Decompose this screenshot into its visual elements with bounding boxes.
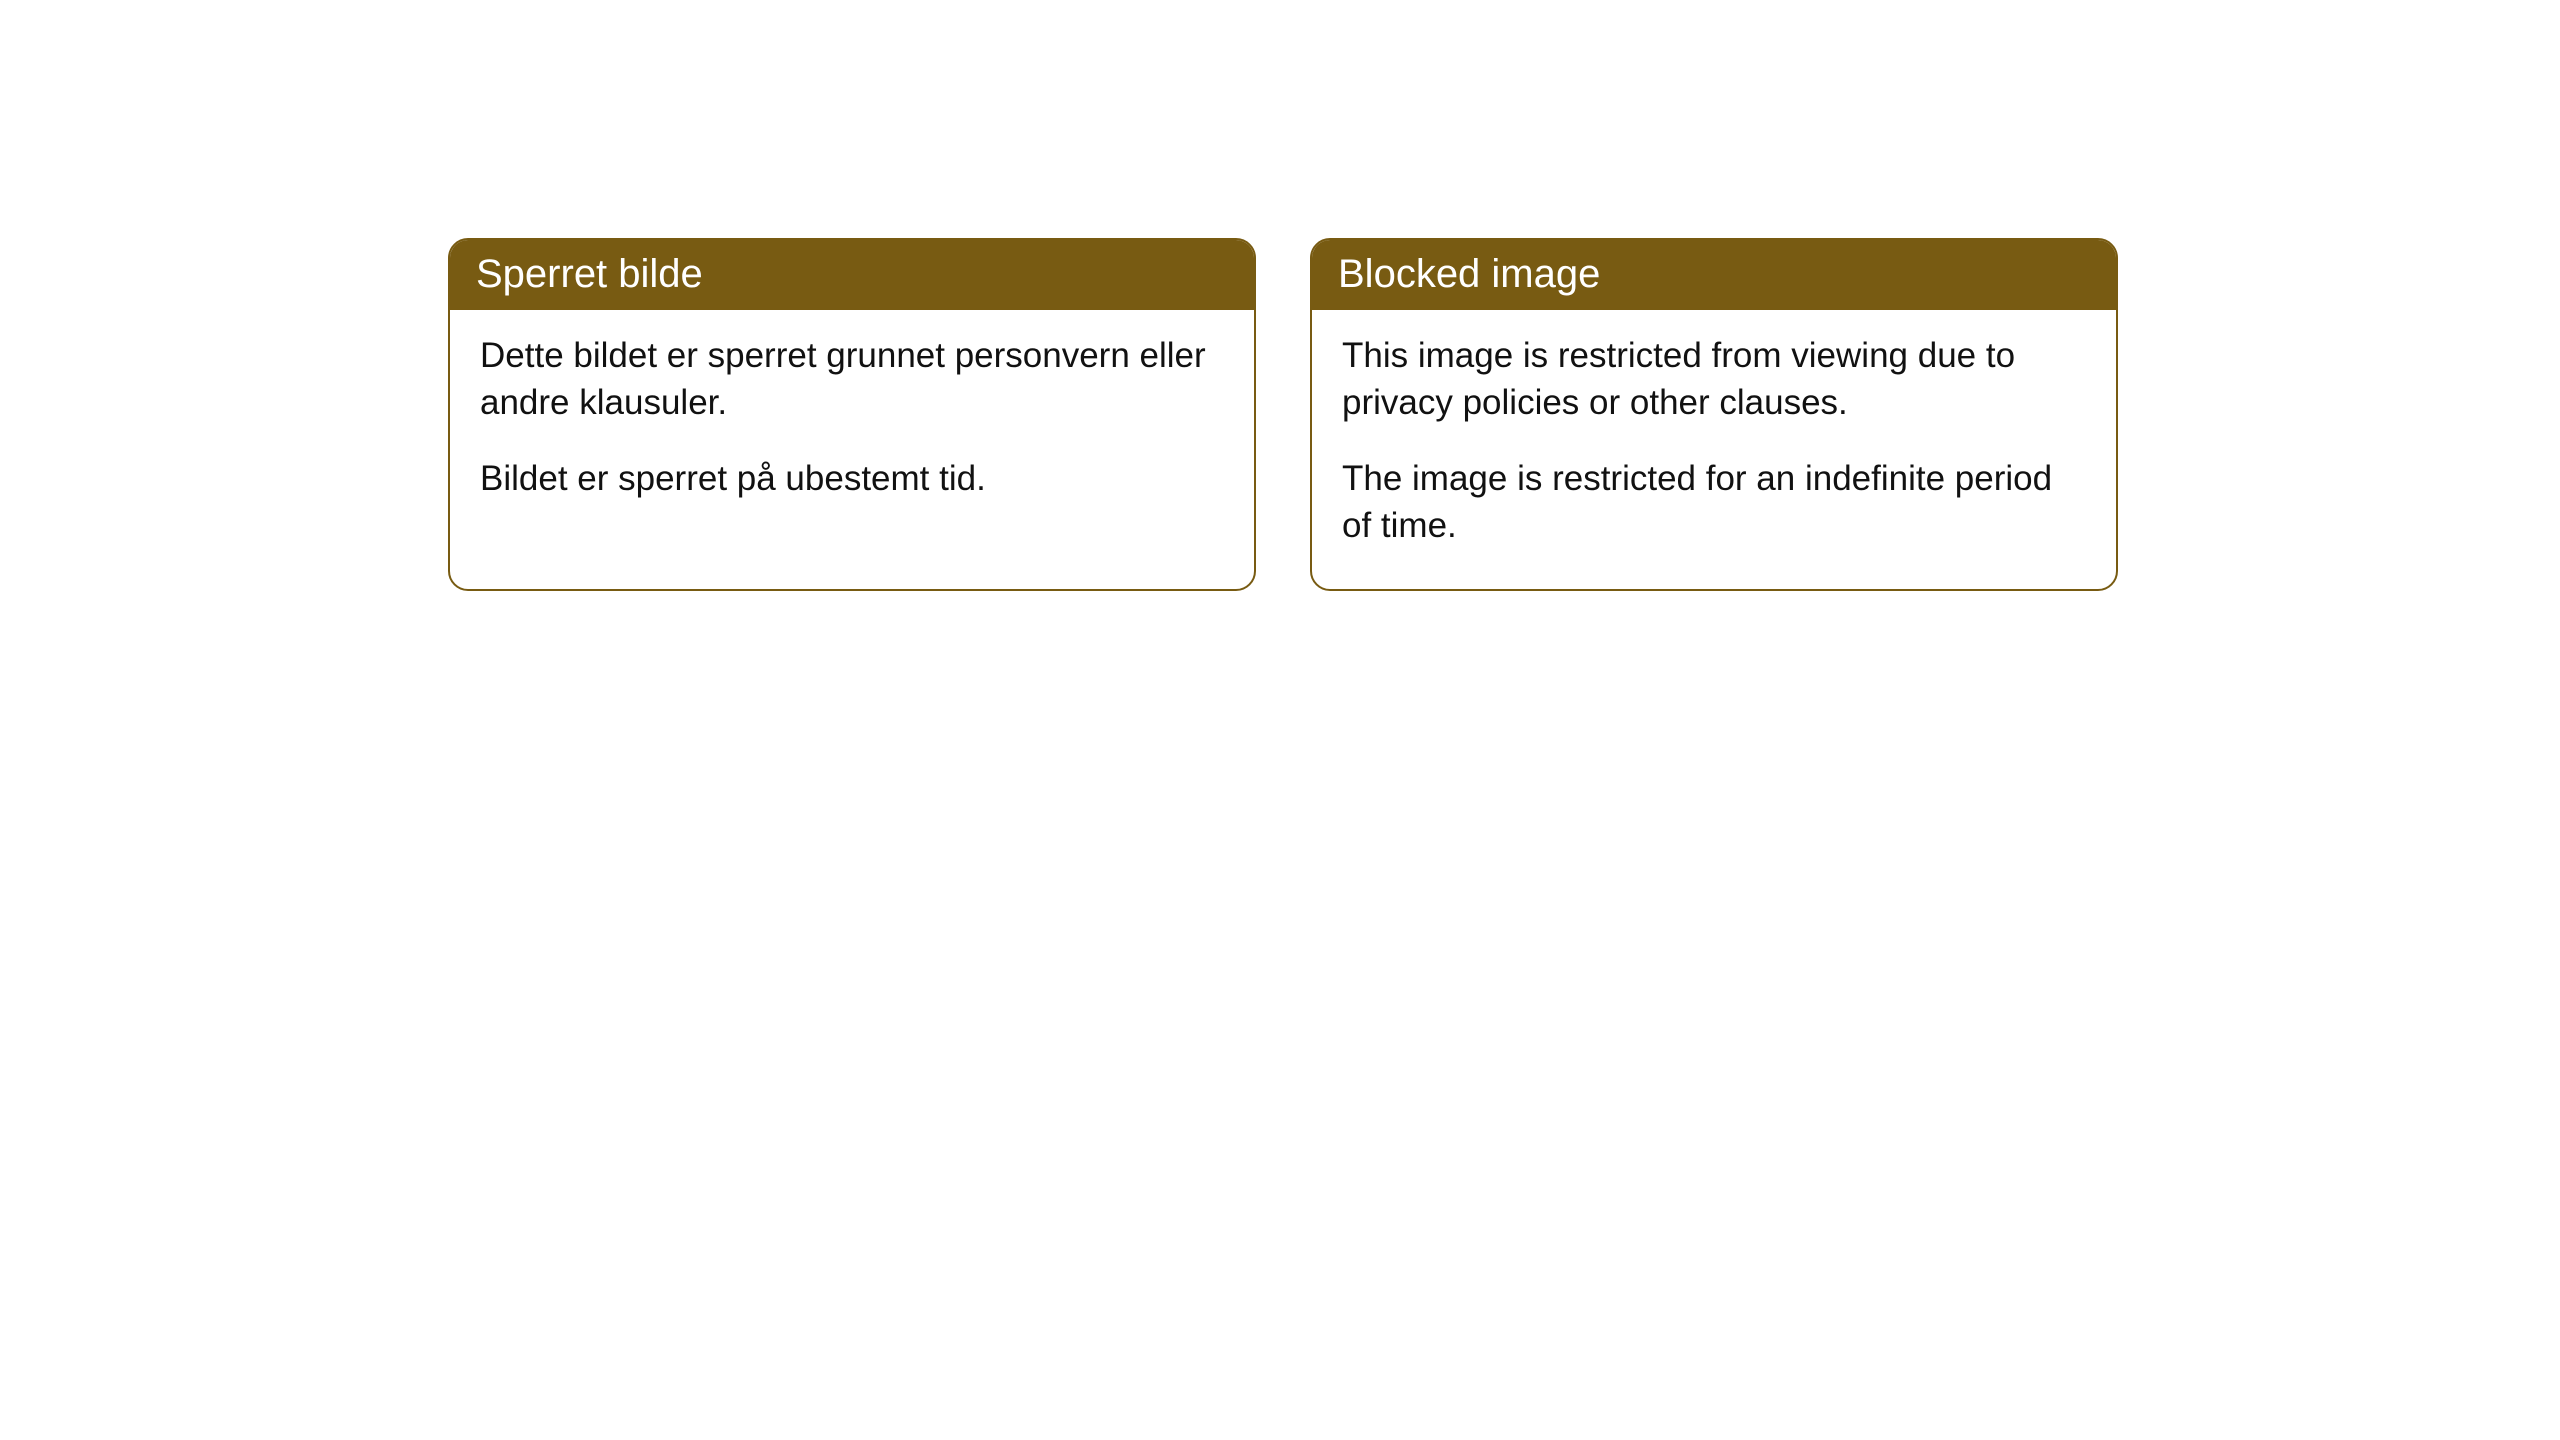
card-title: Sperret bilde [476, 252, 703, 296]
card-header: Sperret bilde [450, 240, 1254, 310]
blocked-image-card-no: Sperret bilde Dette bildet er sperret gr… [448, 238, 1256, 591]
cards-container: Sperret bilde Dette bildet er sperret gr… [0, 0, 2560, 591]
card-paragraph: The image is restricted for an indefinit… [1342, 455, 2086, 550]
card-paragraph: Dette bildet er sperret grunnet personve… [480, 332, 1224, 427]
card-paragraph: Bildet er sperret på ubestemt tid. [480, 455, 1224, 502]
card-title: Blocked image [1338, 252, 1600, 296]
card-body: Dette bildet er sperret grunnet personve… [450, 310, 1254, 542]
card-paragraph: This image is restricted from viewing du… [1342, 332, 2086, 427]
blocked-image-card-en: Blocked image This image is restricted f… [1310, 238, 2118, 591]
card-header: Blocked image [1312, 240, 2116, 310]
card-body: This image is restricted from viewing du… [1312, 310, 2116, 589]
